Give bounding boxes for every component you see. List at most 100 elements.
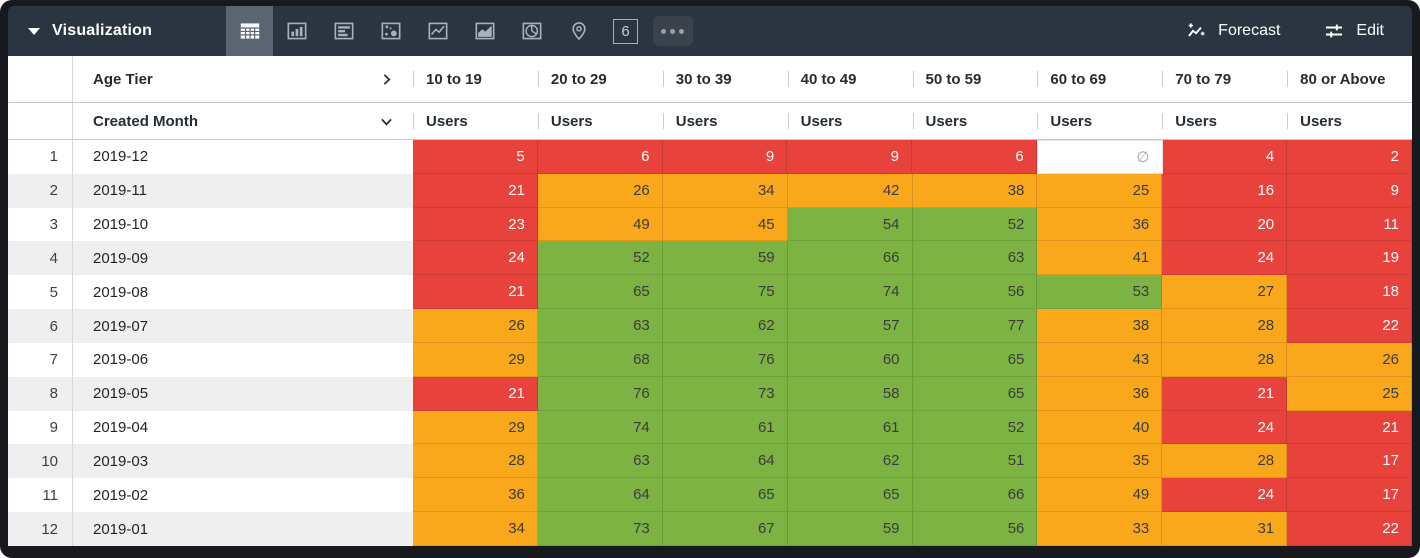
value-cell[interactable]: 28 [1162,444,1288,479]
value-cell[interactable]: 18 [1287,275,1412,310]
value-cell[interactable]: 19 [1287,241,1412,276]
value-cell[interactable]: 29 [413,410,538,445]
measure-column-header[interactable]: Users [413,103,538,139]
value-cell[interactable]: 20 [1162,207,1288,242]
value-cell[interactable]: 11 [1287,207,1412,242]
row-field-header[interactable]: Created Month [72,103,413,139]
measure-column-header[interactable]: Users [662,103,788,139]
value-cell[interactable]: 67 [662,512,788,546]
month-cell[interactable]: 2019-04 [72,410,413,445]
month-cell[interactable]: 2019-11 [72,173,413,208]
value-cell[interactable]: 24 [1162,410,1288,445]
value-cell[interactable]: 6 [537,140,663,174]
value-cell[interactable]: 66 [912,478,1038,513]
month-cell[interactable]: 2019-05 [72,376,413,411]
value-cell[interactable]: 28 [1162,342,1288,377]
tier-column-header[interactable]: 20 to 29 [537,56,663,102]
viz-tab-line[interactable] [414,6,461,56]
value-cell[interactable]: 36 [413,478,538,513]
value-cell[interactable]: 4 [1162,140,1288,174]
value-cell[interactable]: 2 [1287,140,1412,174]
tier-column-header[interactable]: 70 to 79 [1162,56,1287,102]
forecast-button[interactable]: Forecast [1184,19,1280,43]
viz-tab-map[interactable] [555,6,602,56]
value-cell[interactable]: 57 [787,309,913,343]
measure-column-header[interactable]: Users [912,103,1038,139]
value-cell[interactable]: 63 [537,444,663,479]
edit-button[interactable]: Edit [1322,19,1384,43]
tier-column-header[interactable]: 50 to 59 [912,56,1038,102]
value-cell[interactable]: 73 [537,512,663,546]
value-cell[interactable]: 9 [787,140,912,174]
null-value-cell[interactable]: ∅ [1036,140,1163,174]
measure-column-header[interactable]: Users [1037,103,1162,139]
value-cell[interactable]: 64 [537,478,663,513]
chevron-down-icon[interactable] [378,113,395,130]
value-cell[interactable]: 60 [787,342,913,377]
viz-tab-bar[interactable] [273,6,320,56]
value-cell[interactable]: 34 [413,512,538,546]
value-cell[interactable]: 9 [662,140,788,174]
value-cell[interactable]: 42 [787,173,913,208]
value-cell[interactable]: 65 [787,478,913,513]
measure-column-header[interactable]: Users [787,103,913,139]
value-cell[interactable]: 36 [1037,376,1163,411]
value-cell[interactable]: 27 [1162,275,1288,310]
value-cell[interactable]: 65 [912,342,1038,377]
month-cell[interactable]: 2019-01 [72,512,413,546]
visualization-section-toggle[interactable]: Visualization [8,6,226,56]
value-cell[interactable]: 74 [787,275,913,310]
value-cell[interactable]: 45 [662,207,788,242]
value-cell[interactable]: 38 [912,173,1038,208]
month-cell[interactable]: 2019-08 [72,275,413,310]
month-cell[interactable]: 2019-02 [72,478,413,513]
value-cell[interactable]: 56 [912,512,1038,546]
value-cell[interactable]: 21 [1162,376,1288,411]
viz-tab-row[interactable] [320,6,367,56]
value-cell[interactable]: 58 [787,376,913,411]
value-cell[interactable]: 26 [1287,342,1412,377]
value-cell[interactable]: 21 [413,376,538,411]
month-cell[interactable]: 2019-07 [72,309,413,343]
value-cell[interactable]: 34 [662,173,788,208]
value-cell[interactable]: 53 [1037,275,1163,310]
value-cell[interactable]: 23 [413,207,538,242]
value-cell[interactable]: 6 [912,140,1037,174]
measure-column-header[interactable]: Users [1162,103,1287,139]
value-cell[interactable]: 26 [413,309,538,343]
viz-tab-pie[interactable] [508,6,555,56]
value-cell[interactable]: 5 [413,140,538,174]
month-cell[interactable]: 2019-09 [72,241,413,276]
value-cell[interactable]: 24 [1162,478,1288,513]
measure-column-header[interactable]: Users [537,103,663,139]
value-cell[interactable]: 65 [912,376,1038,411]
viz-tab-table[interactable] [226,6,273,56]
value-cell[interactable]: 52 [912,207,1038,242]
chevron-right-icon[interactable] [378,71,395,88]
value-cell[interactable]: 49 [1037,478,1163,513]
value-cell[interactable]: 24 [1162,241,1288,276]
value-cell[interactable]: 21 [1287,410,1412,445]
value-cell[interactable]: 62 [787,444,913,479]
value-cell[interactable]: 41 [1037,241,1163,276]
value-cell[interactable]: 77 [912,309,1038,343]
value-cell[interactable]: 54 [787,207,913,242]
value-cell[interactable]: 52 [537,241,663,276]
value-cell[interactable]: 61 [787,410,913,445]
value-cell[interactable]: 52 [912,410,1038,445]
value-cell[interactable]: 9 [1287,173,1412,208]
value-cell[interactable]: 49 [537,207,663,242]
measure-column-header[interactable]: Users [1287,103,1412,139]
value-cell[interactable]: 56 [912,275,1038,310]
month-cell[interactable]: 2019-06 [72,342,413,377]
month-cell[interactable]: 2019-12 [72,140,413,174]
value-cell[interactable]: 25 [1287,376,1412,411]
value-cell[interactable]: 76 [662,342,788,377]
value-cell[interactable]: 65 [537,275,663,310]
value-cell[interactable]: 40 [1037,410,1163,445]
value-cell[interactable]: 63 [912,241,1038,276]
value-cell[interactable]: 24 [413,241,538,276]
value-cell[interactable]: 75 [662,275,788,310]
value-cell[interactable]: 35 [1037,444,1163,479]
value-cell[interactable]: 63 [537,309,663,343]
